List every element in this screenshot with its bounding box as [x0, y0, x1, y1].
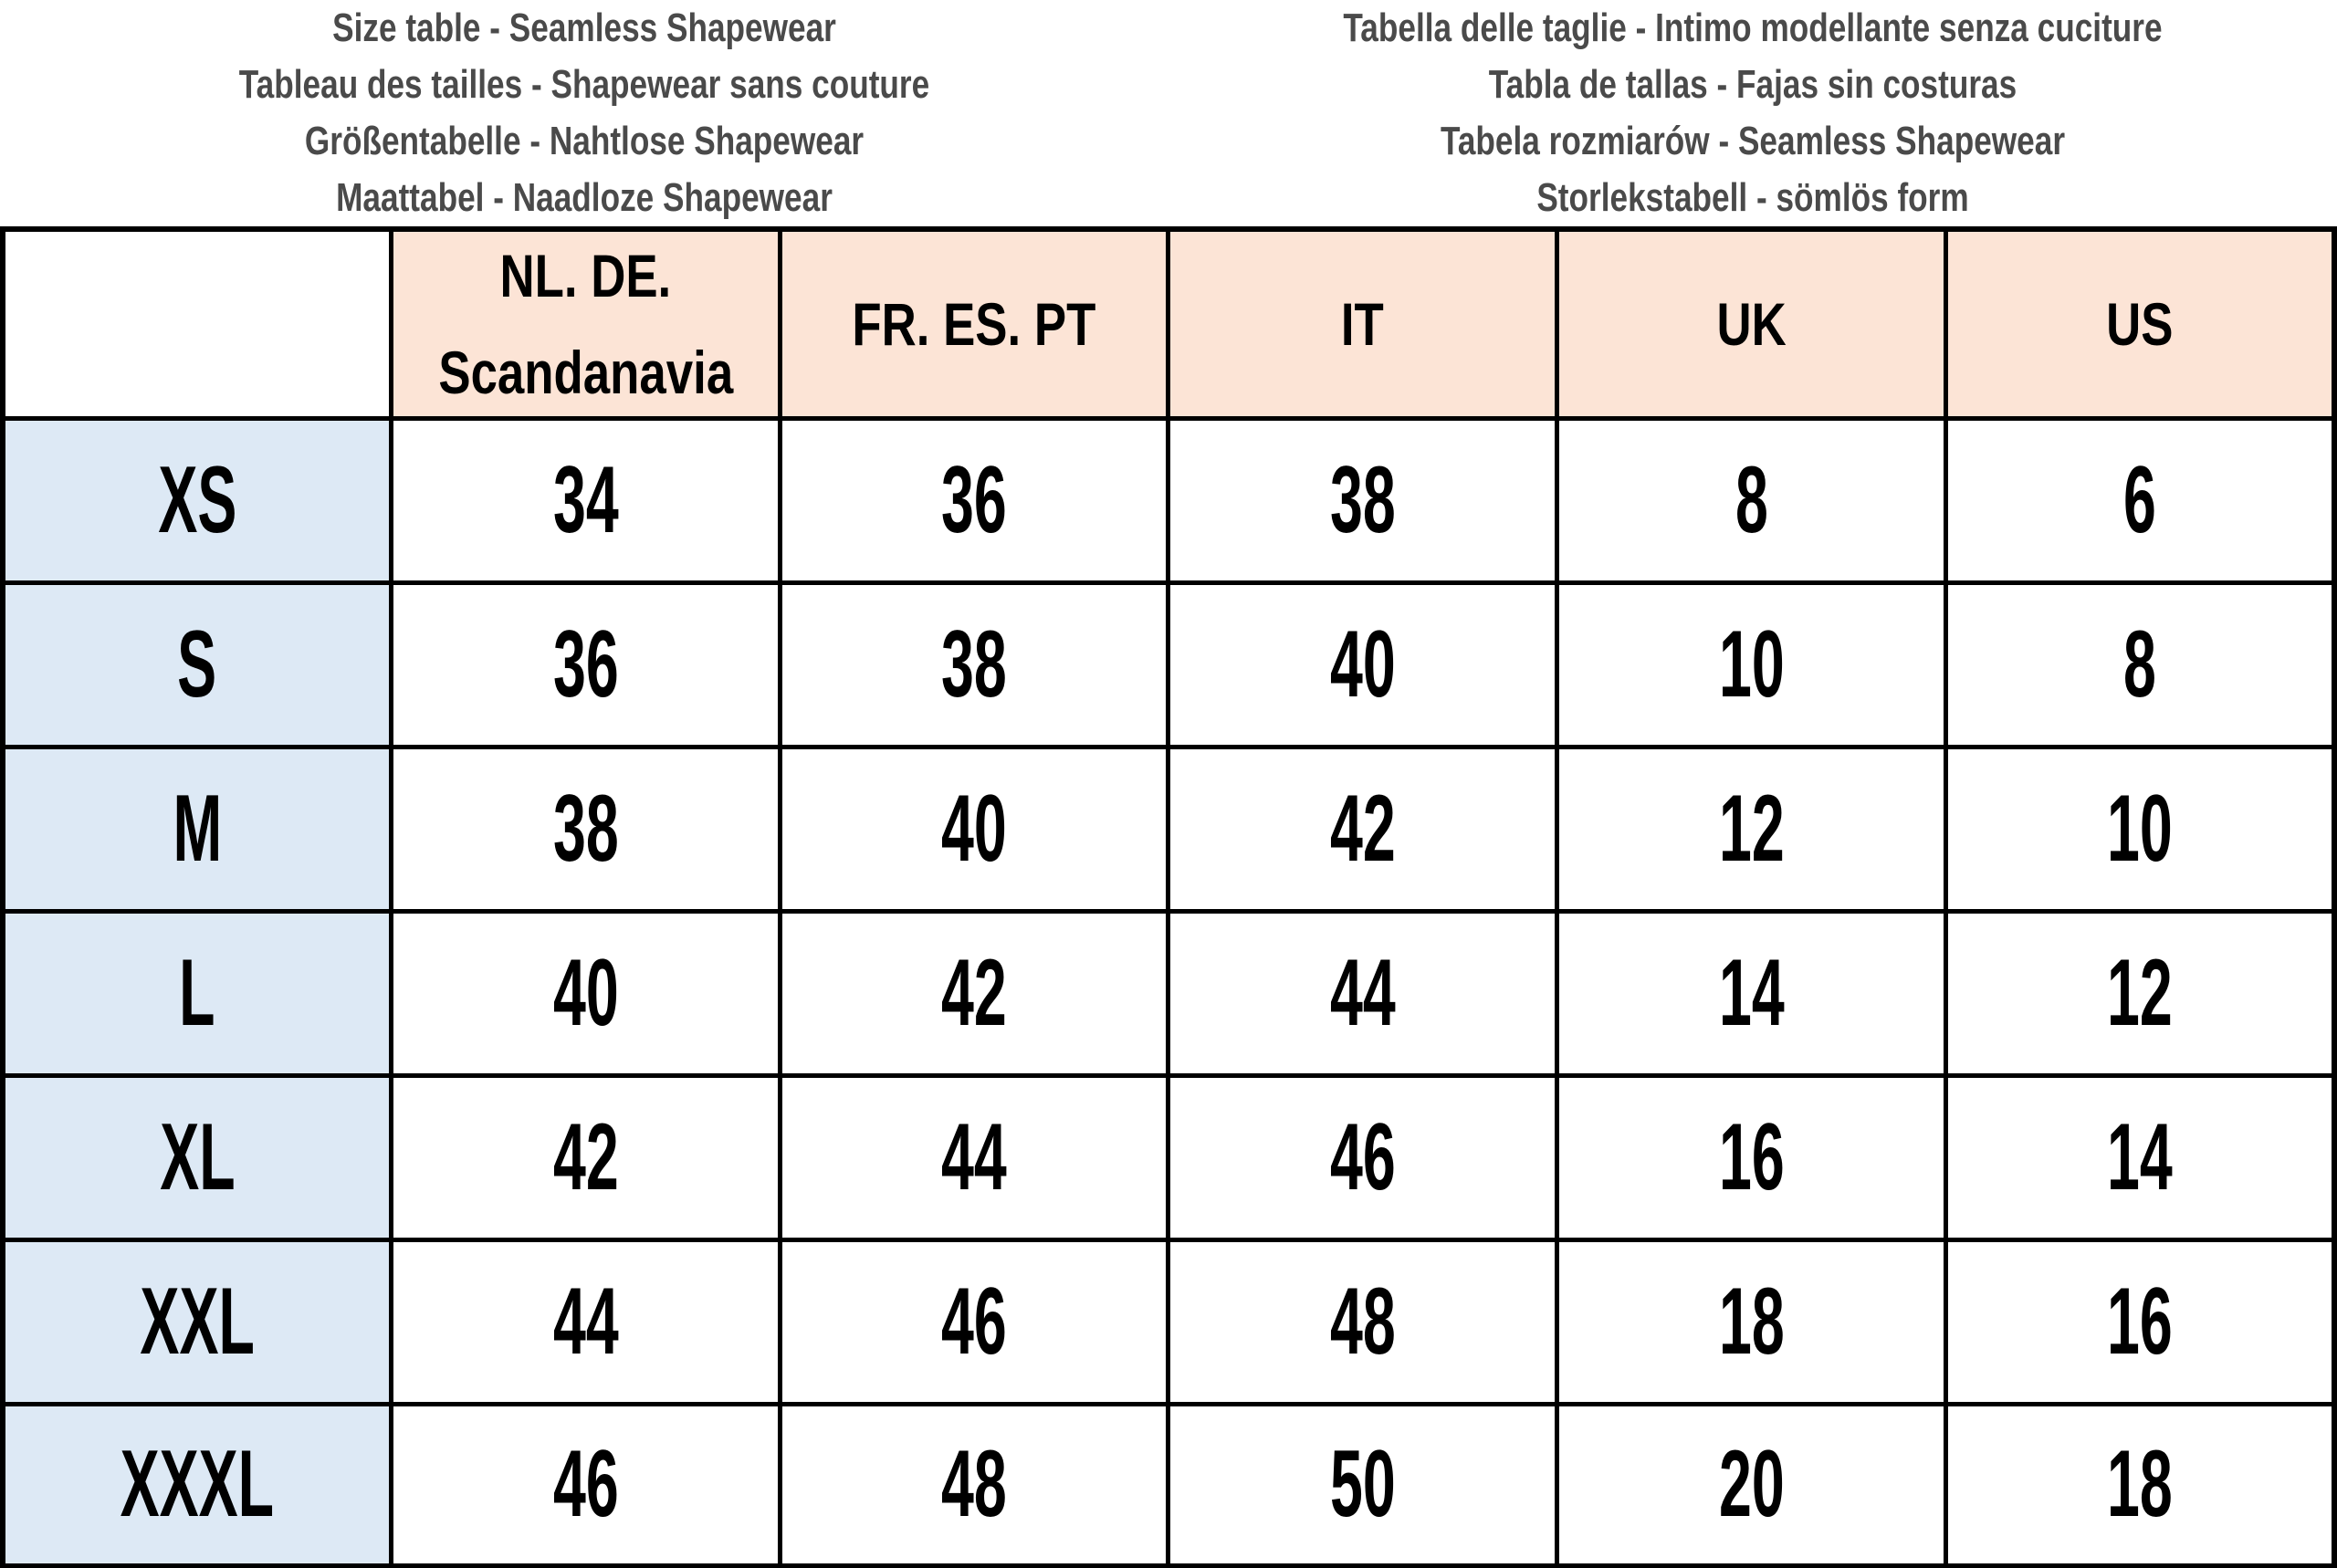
header-line2: Scandanavia	[438, 338, 733, 406]
title-area: Size table - Seamless Shapewear Tableau …	[0, 0, 2337, 226]
title-en: Size table - Seamless Shapewear	[332, 5, 836, 50]
titles-right: Tabella delle taglie - Intimo modellante…	[1168, 0, 2337, 226]
cell: 48	[777, 1401, 1171, 1568]
title-nl: Maattabel - Naadloze Shapewear	[336, 175, 833, 220]
cell: 6	[1943, 415, 2337, 585]
title-es: Tabla de tallas - Fajas sin costuras	[1488, 62, 2017, 107]
cell: 44	[389, 1237, 782, 1406]
cell: 40	[777, 744, 1171, 914]
cell: 48	[1166, 1237, 1560, 1406]
cell: 18	[1943, 1401, 2337, 1568]
cell: 40	[1166, 580, 1560, 749]
cell: 14	[1943, 1072, 2337, 1242]
row-l: L 40 42 44 14 12	[0, 908, 2337, 1078]
cell: 34	[389, 415, 782, 585]
cell: 36	[777, 415, 1171, 585]
row-xl: XL 42 44 46 16 14	[0, 1072, 2337, 1242]
cell: 42	[389, 1072, 782, 1242]
header-line1: NL. DE.	[499, 241, 672, 309]
size-label: L	[0, 908, 394, 1078]
cell: 38	[777, 580, 1171, 749]
corner-cell	[0, 226, 394, 421]
cell: 46	[1166, 1072, 1560, 1242]
size-label: M	[0, 744, 394, 914]
column-header-fr-es-pt: FR. ES. PT	[777, 226, 1171, 421]
size-label: XL	[0, 1072, 394, 1242]
column-header-uk: UK	[1555, 226, 1948, 421]
cell: 8	[1555, 415, 1948, 585]
cell: 12	[1943, 908, 2337, 1078]
cell: 42	[777, 908, 1171, 1078]
size-label: XXL	[0, 1237, 394, 1406]
title-de: Größentabelle - Nahtlose Shapewear	[304, 119, 865, 163]
column-header-it: IT	[1166, 226, 1560, 421]
cell: 36	[389, 580, 782, 749]
cell: 10	[1943, 744, 2337, 914]
cell: 44	[1166, 908, 1560, 1078]
cell: 46	[777, 1237, 1171, 1406]
cell: 18	[1555, 1237, 1948, 1406]
size-table: NL. DE. Scandanavia FR. ES. PT IT UK US	[0, 226, 2337, 1568]
cell: 38	[389, 744, 782, 914]
row-m: M 38 40 42 12 10	[0, 744, 2337, 914]
cell: 10	[1555, 580, 1948, 749]
column-header-nl-de-scandanavia: NL. DE. Scandanavia	[389, 226, 782, 421]
cell: 16	[1943, 1237, 2337, 1406]
row-xxl: XXL 44 46 48 18 16	[0, 1237, 2337, 1406]
row-xxxl: XXXL 46 48 50 20 18	[0, 1401, 2337, 1568]
size-label: S	[0, 580, 394, 749]
row-s: S 36 38 40 10 8	[0, 580, 2337, 749]
cell: 16	[1555, 1072, 1948, 1242]
title-it: Tabella delle taglie - Intimo modellante…	[1343, 5, 2163, 50]
cell: 14	[1555, 908, 1948, 1078]
cell: 42	[1166, 744, 1560, 914]
cell: 20	[1555, 1401, 1948, 1568]
cell: 46	[389, 1401, 782, 1568]
cell: 40	[389, 908, 782, 1078]
size-label: XS	[0, 415, 394, 585]
cell: 12	[1555, 744, 1948, 914]
cell: 50	[1166, 1401, 1560, 1568]
cell: 44	[777, 1072, 1171, 1242]
title-sv: Storlekstabell - sömlös form	[1536, 175, 1969, 220]
title-pl: Tabela rozmiarów - Seamless Shapewear	[1440, 119, 2066, 163]
header-two-line: NL. DE. Scandanavia	[396, 240, 776, 408]
row-xs: XS 34 36 38 8 6	[0, 415, 2337, 585]
size-label: XXXL	[0, 1401, 394, 1568]
header-row: NL. DE. Scandanavia FR. ES. PT IT UK US	[0, 226, 2337, 421]
title-fr: Tableau des tailles - Shapewear sans cou…	[238, 62, 930, 107]
cell: 38	[1166, 415, 1560, 585]
titles-left: Size table - Seamless Shapewear Tableau …	[0, 0, 1168, 226]
column-header-us: US	[1943, 226, 2337, 421]
cell: 8	[1943, 580, 2337, 749]
